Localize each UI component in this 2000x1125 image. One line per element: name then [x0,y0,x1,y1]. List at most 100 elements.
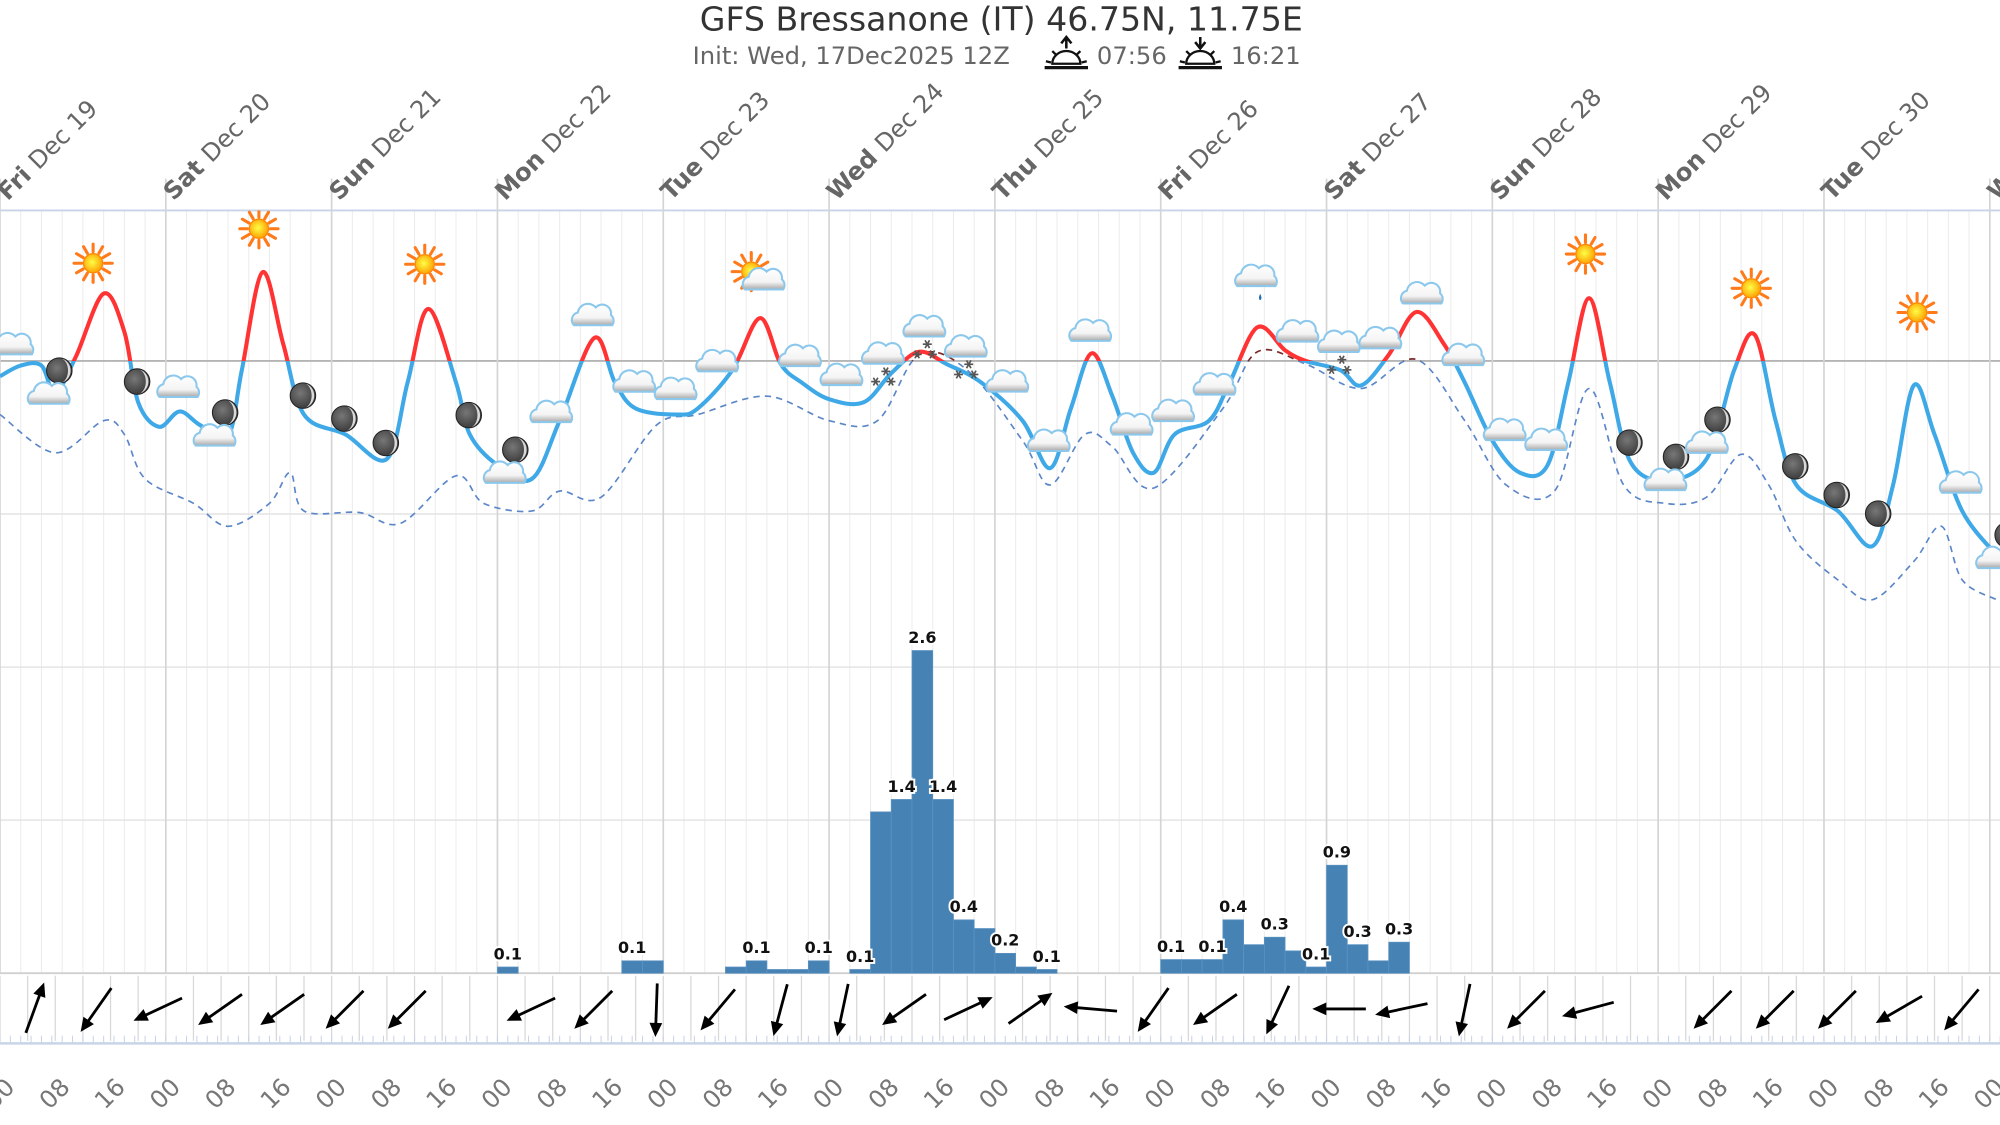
init-time: Init: Wed, 17Dec2025 12Z [693,42,1010,70]
moon-icon [1864,500,1892,527]
wind-direction-arrow-icon [700,988,737,1031]
wind-direction-arrow-icon [506,996,556,1021]
weather-icon-cloud-rain [1234,263,1278,301]
wind-direction-arrow-icon [1063,1001,1118,1015]
weather-icon-moon [1616,429,1643,456]
cloud-shape [778,343,822,368]
sun-ray [759,260,770,268]
cloud-icon [1192,372,1237,396]
moon-crescent [1880,501,1890,526]
sun-ray [428,246,436,256]
wind-direction-arrow-icon [1375,1002,1428,1019]
moon-icon [1782,453,1809,480]
hour-tick-label: 00 [0,1073,20,1115]
snowflake-stroke [929,350,936,359]
sun-ray [1898,301,1909,309]
precip-bar-label: 0.4 [1219,897,1247,916]
weather-icon-sun [1564,233,1607,275]
wind-direction-arrow-icon [1755,989,1795,1029]
cloud-shape [482,460,527,484]
weather-icon-moon [331,405,358,432]
sun-ray [1733,292,1743,300]
sun-icon [1564,233,1607,275]
weather-icon-cloud [612,369,657,393]
cloud-icon [1975,545,2000,570]
day-label: Tue Dec 30 [1816,86,1936,206]
precip-bar-label: 0.1 [846,947,874,966]
weather-icon-cloud [653,376,698,401]
precip-bar [1160,959,1182,974]
arrow-head [1312,1002,1327,1016]
wind-direction-arrow-icon [1507,989,1546,1029]
cloud-shape [1026,428,1071,453]
cloud-icon [1151,398,1196,423]
arrow-head [1875,1010,1892,1023]
moon-disc [1823,481,1850,509]
hour-tick-label: 00 [974,1073,1016,1115]
moon-icon [1662,443,1690,471]
sunrise-icon [1044,34,1089,70]
cloud-icon [192,423,237,447]
weather-icon-cloud [985,369,1030,393]
precip-bar-label: 0.1 [618,938,646,957]
arrow-head [882,1011,898,1026]
wind-direction-arrow-icon [1944,988,1980,1031]
sun-ray [240,232,251,240]
cloud-icon [0,331,35,356]
day-labels: Fri Dec 19 Sat Dec 20 Sun Dec 21 Mon Dec 22… [0,77,2000,205]
sun-ray [267,232,278,240]
hour-tick-label: 16 [1747,1073,1789,1115]
precip-bar [1346,944,1369,974]
moon-disc [1864,500,1892,527]
hour-tick-label: 00 [1968,1073,2000,1115]
sun-ray [1921,294,1929,305]
day-label: Mon Dec 29 [1650,79,1777,206]
cloud-icon [695,348,740,373]
cloud-shape [1441,342,1486,367]
hour-tick-label: 16 [918,1073,960,1115]
precip-bar-label: 0.1 [1198,937,1226,956]
hour-tick-label: 00 [1637,1073,1679,1115]
wind-direction-arrow-icon [770,983,789,1037]
sun-ray [1925,301,1936,309]
hour-tick-label: 00 [1803,1073,1845,1115]
hour-tick-label: 08 [1858,1073,1900,1115]
hour-tick-label: 00 [642,1073,684,1115]
hour-tick-label: 16 [1416,1073,1458,1115]
wind-direction-arrow-icon [1192,993,1238,1026]
wind-direction-arrow-icon [198,993,243,1026]
precip-bar [1243,944,1265,974]
precip-bar-label: 0.1 [742,938,770,957]
hour-tick-label: 00 [1471,1073,1513,1115]
snowflake-icon [954,370,964,379]
cloud-icon [861,341,905,365]
wind-direction-arrow-icon [260,993,305,1026]
arrow-head [33,982,46,998]
precip-bar [745,960,768,974]
sun-ray [247,210,255,221]
day-label-date: Dec 21 [366,83,446,163]
sun-ray [1759,292,1770,300]
weather-icon-cloud [0,331,35,356]
sun-ray [75,267,85,275]
cloud-shape [529,399,574,424]
cloud-shape [1151,398,1196,423]
day-label: Fri Dec 19 [0,95,103,206]
hour-tick-label: 08 [863,1073,905,1115]
sun-ray [1921,320,1929,331]
sun-ray [97,271,105,282]
cloud-shape [1399,281,1444,305]
moon-icon [455,401,483,429]
precip-bar-label: 0.3 [1385,920,1413,939]
arrow-head [1755,1014,1771,1029]
sun-ray [1905,294,1913,305]
precip-bar [1201,959,1224,974]
weather-icon-sun-cloud [730,250,786,293]
sun-ray [263,237,271,247]
sun-icon [1896,291,1938,334]
cloud-shape [1524,427,1569,452]
day-label: Sun Dec 21 [324,83,447,206]
sun-icon [404,243,446,285]
arrow-head [574,1014,589,1029]
sun-ray [1593,242,1604,250]
